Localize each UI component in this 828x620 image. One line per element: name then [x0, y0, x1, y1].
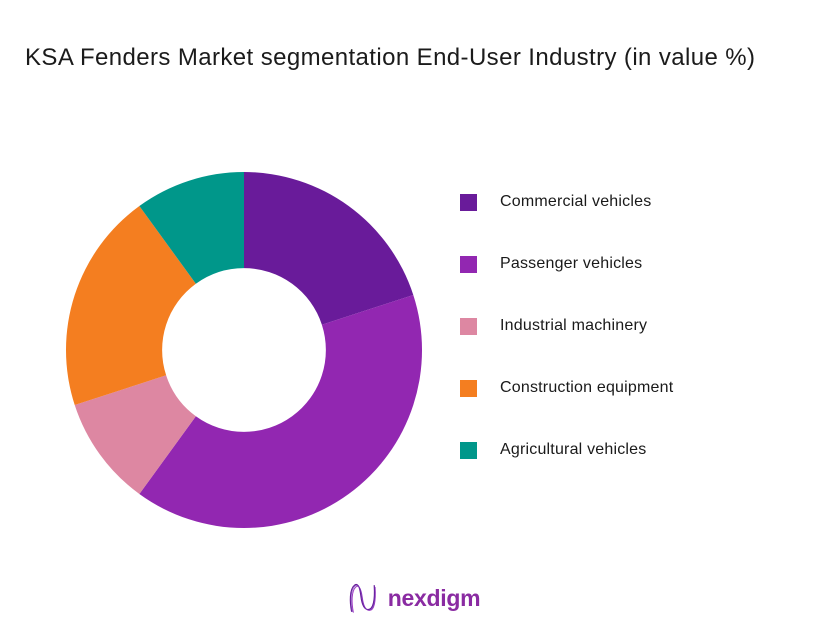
legend-swatch-passenger-vehicles	[460, 255, 477, 273]
donut-slice-passenger-vehicles	[139, 294, 423, 529]
donut-slice-commercial-vehicles	[244, 172, 414, 325]
legend-label-industrial-machinery: Industrial machinery	[500, 317, 648, 334]
nexdigm-logo-text: nexdigm	[387, 584, 481, 611]
legend-label-agricultural-vehicles: Agricultural vehicles	[500, 441, 647, 458]
donut-chart-svg	[65, 172, 423, 529]
legend-label-commercial-vehicles: Commercial vehicles	[500, 193, 652, 210]
legend: Commercial vehicles Passenger vehicles Ind…	[460, 193, 673, 503]
nexdigm-logo-icon	[349, 583, 376, 613]
legend-label-passenger-vehicles: Passenger vehicles	[500, 255, 643, 272]
donut-chart	[64, 170, 424, 530]
donut-slice-industrial-machinery	[74, 375, 196, 495]
legend-item-agricultural-vehicles: Agricultural vehicles	[460, 441, 673, 459]
legend-item-construction-equipment: Construction equipment	[460, 379, 673, 397]
legend-item-commercial-vehicles: Commercial vehicles	[460, 193, 673, 211]
legend-swatch-commercial-vehicles	[460, 193, 477, 211]
legend-swatch-agricultural-vehicles	[460, 441, 477, 459]
legend-item-passenger-vehicles: Passenger vehicles	[460, 255, 673, 273]
chart-title: KSA Fenders Market segmentation End-User…	[25, 44, 756, 71]
donut-slice-construction-equipment	[65, 205, 196, 406]
legend-label-construction-equipment: Construction equipment	[500, 379, 674, 396]
brand-footer: nexdigm	[0, 578, 828, 618]
donut-slice-agricultural-vehicles	[139, 172, 244, 284]
legend-item-industrial-machinery: Industrial machinery	[460, 317, 673, 335]
legend-swatch-construction-equipment	[460, 379, 477, 397]
legend-swatch-industrial-machinery	[460, 317, 477, 335]
